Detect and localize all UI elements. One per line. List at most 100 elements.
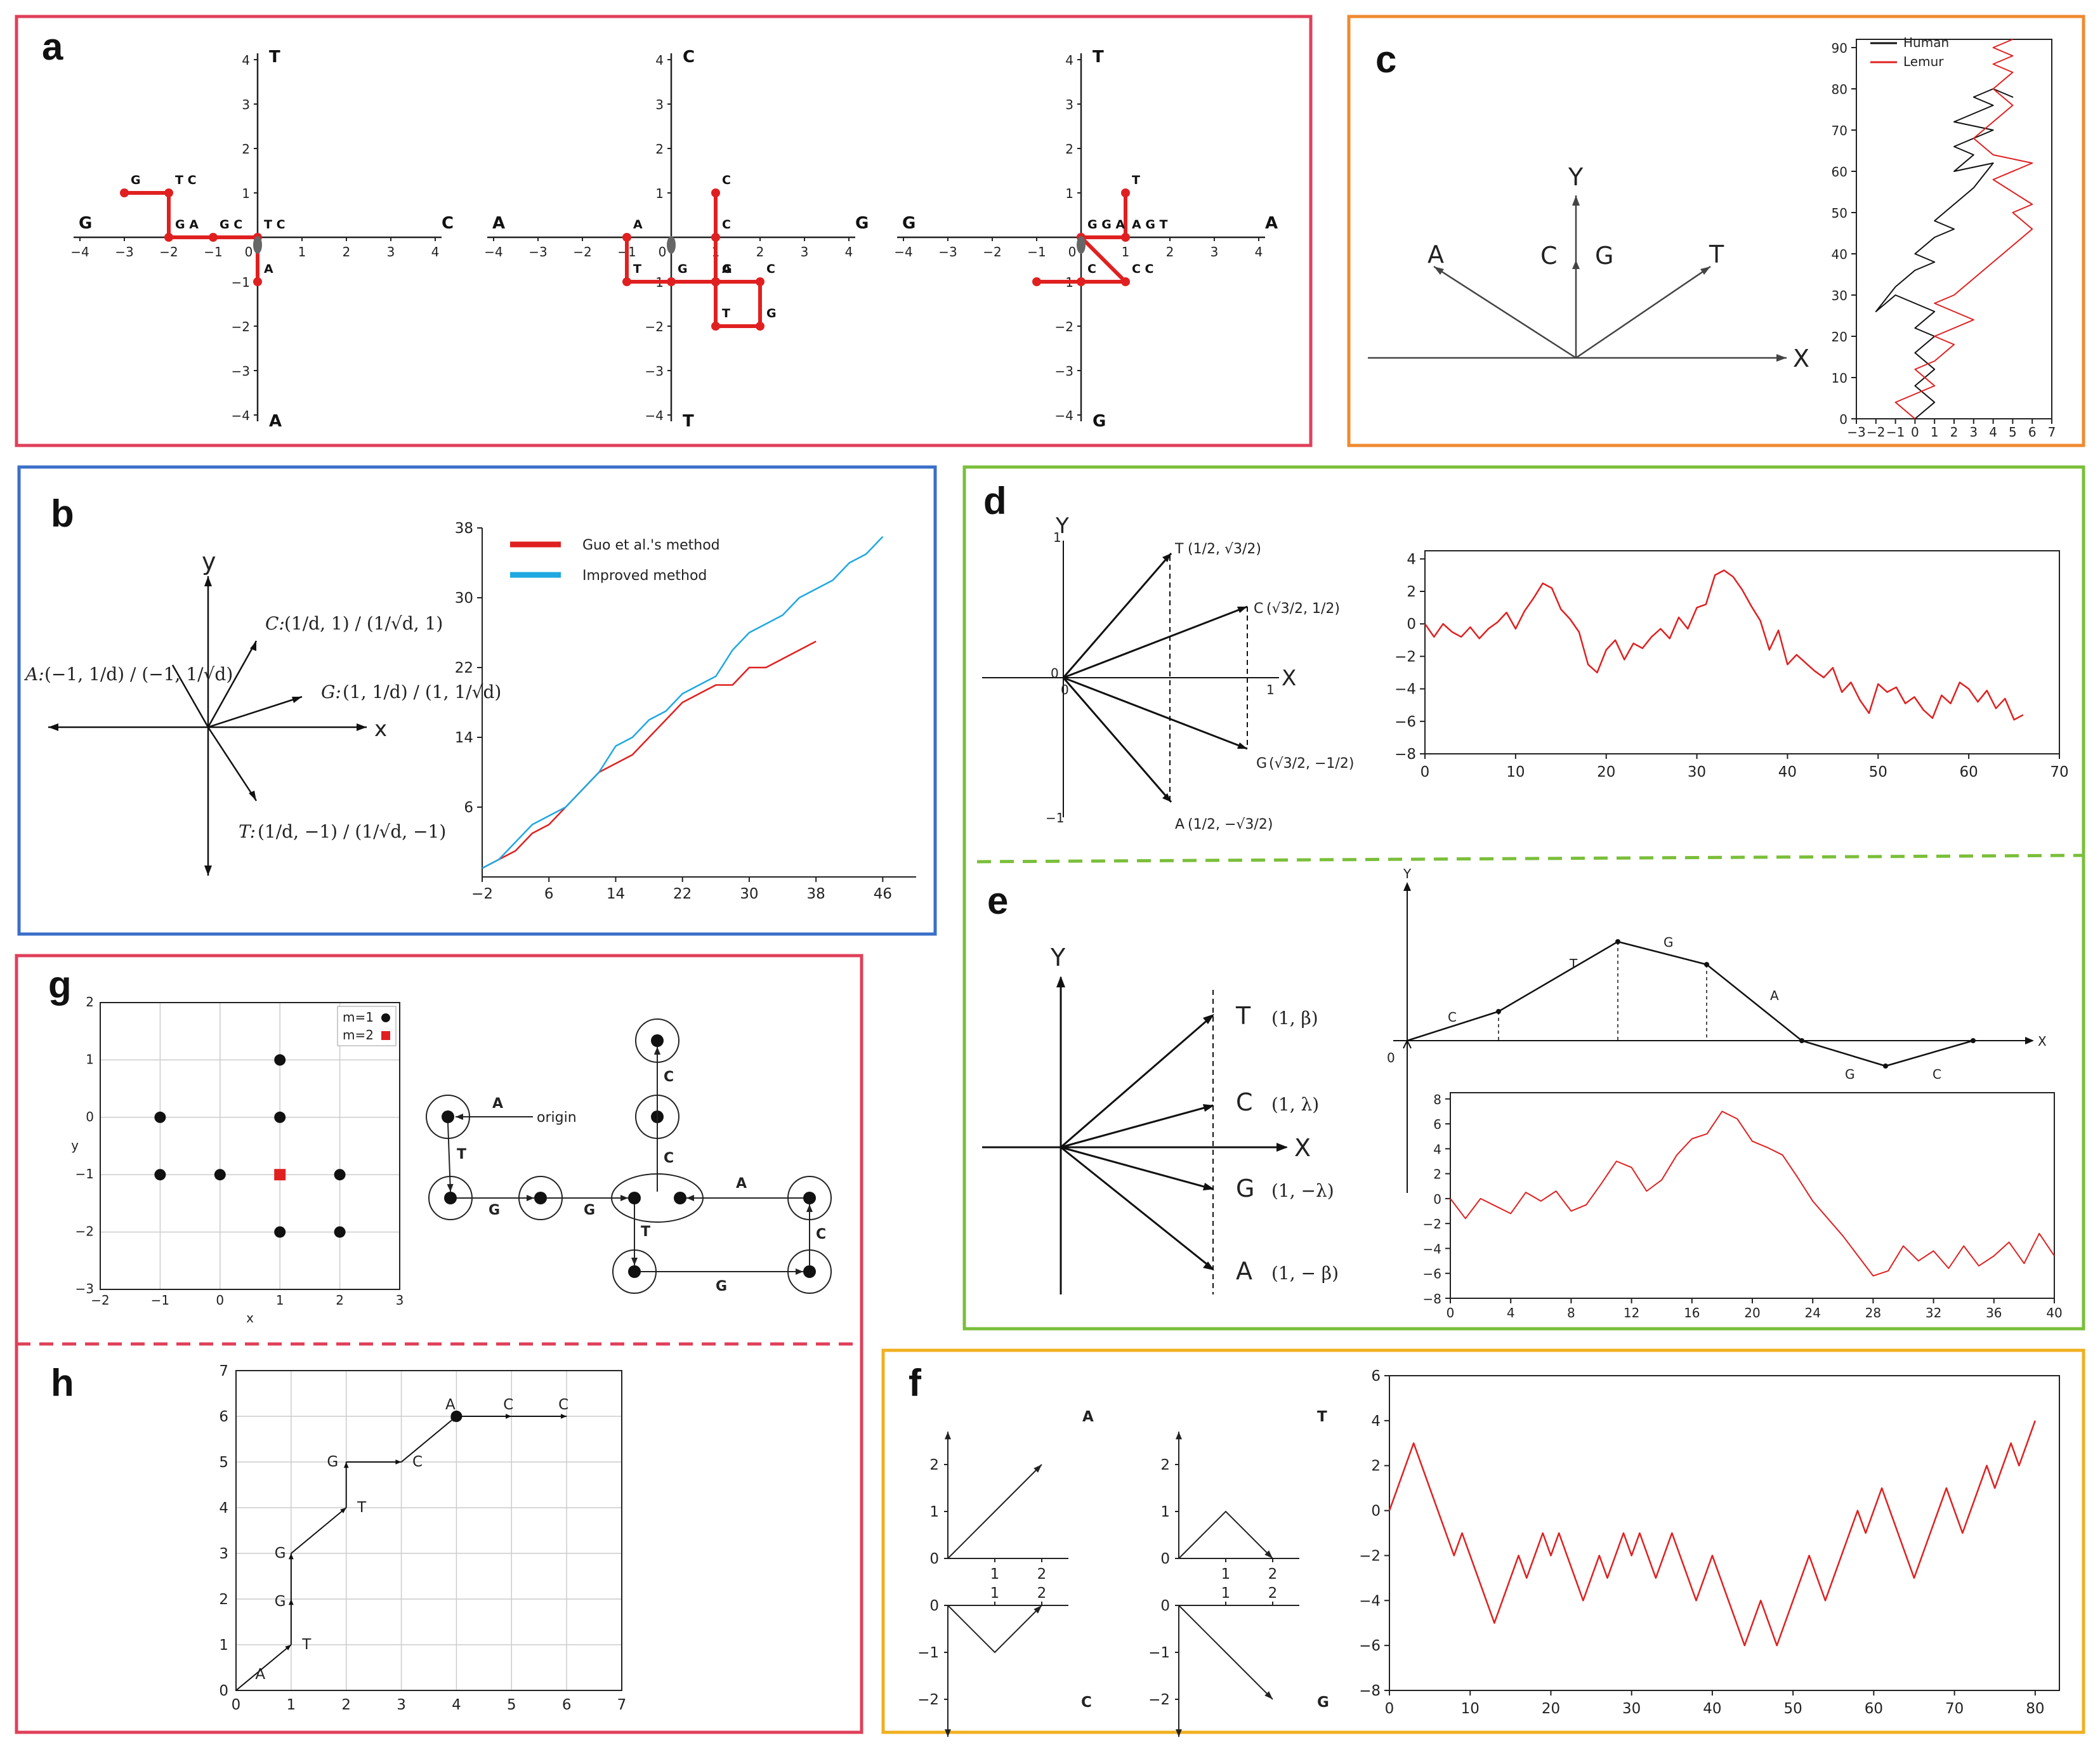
schematic-step <box>1617 940 1707 966</box>
panel-e-val-t: (1, β) <box>1271 1008 1318 1029</box>
panel-d-coord-g: (√3/2, −1/2) <box>1269 756 1354 772</box>
x-tick-label: −4 <box>894 244 912 260</box>
x-tick-label: 4 <box>1989 425 1997 440</box>
y-tick-label: 2 <box>86 994 94 1010</box>
x-tick-label: 7 <box>617 1697 627 1713</box>
y-tick-label: 38 <box>455 520 473 537</box>
panel-d-label-a: A <box>1175 817 1185 833</box>
panel-c-label-t: T <box>1709 240 1724 268</box>
y-tick-label: 6 <box>219 1409 228 1425</box>
legend-label-m1: m=1 <box>343 1010 374 1025</box>
point-label: C <box>722 173 731 187</box>
x-axis-arrow <box>2025 1037 2034 1044</box>
y-tick-label: 1 <box>1065 186 1073 201</box>
schematic-step-label: G <box>1845 1067 1855 1082</box>
y-tick-label: 2 <box>219 1591 228 1608</box>
panel-e-label-c: C <box>1236 1088 1253 1116</box>
panel-e-val-c: (1, λ) <box>1271 1094 1319 1115</box>
x-tick-label: 1 <box>990 1566 1000 1583</box>
site-dot <box>628 1192 641 1204</box>
y-tick-label: −3 <box>75 1281 94 1296</box>
svg-text:(1/d, −1) / (1/√d, −1): (1/d, −1) / (1/√d, −1) <box>258 821 446 842</box>
legend-label-human: Human <box>1903 35 1949 50</box>
x-tick-label: −1 <box>1027 244 1046 260</box>
panel-e-val-a: (1, − β) <box>1271 1263 1339 1284</box>
walk-path <box>1037 193 1131 284</box>
edge-label-c3: C <box>664 1069 674 1085</box>
y-tick-label: 0 <box>1160 1551 1170 1567</box>
y-tick-label: 2 <box>929 1457 939 1473</box>
site-dot <box>628 1265 641 1278</box>
point-label: T C <box>175 173 197 187</box>
panel-d-coord-c: (√3/2, 1/2) <box>1266 601 1340 617</box>
y-tick-label: 3 <box>1065 97 1073 112</box>
x-tick-label: 50 <box>1784 1701 1802 1717</box>
y-tick-label: −8 <box>1395 746 1416 763</box>
panel-d-coord-a: (1/2, −√3/2) <box>1188 817 1273 833</box>
chart-frame <box>1424 550 2060 754</box>
axis-label-bottom: G <box>1093 412 1106 431</box>
lattice-point-m1 <box>334 1226 346 1238</box>
y-tick-label: −2 <box>645 319 664 334</box>
y-tick-label: −4 <box>645 408 664 423</box>
x-tick-label: −2 <box>159 244 178 260</box>
x-tick-label: 0 <box>245 244 253 260</box>
legend-label-lemur: Lemur <box>1903 54 1944 69</box>
panel-b-chart: −2 6 14 22 30 38 46 6 14 22 30 38 Guo et al.'s metho… <box>455 520 916 902</box>
series-line-walk <box>1388 1420 2037 1647</box>
y-tick-label: −2 <box>917 1692 939 1708</box>
path-node <box>450 1411 463 1422</box>
y-tick-label: −8 <box>1359 1683 1381 1699</box>
edge-label-g2: G <box>584 1202 595 1218</box>
x-tick-label: 28 <box>1865 1305 1881 1320</box>
walk-arrow <box>1034 1605 1042 1614</box>
x-tick-label: 3 <box>387 244 395 260</box>
lattice-point-m1 <box>214 1169 226 1181</box>
x-tick-label: 1 <box>1221 1566 1231 1583</box>
x-tick-label: 2 <box>756 244 765 260</box>
lattice-point-m1 <box>154 1111 166 1123</box>
edge-label-a2: A <box>736 1176 747 1192</box>
panel-d-e-divider <box>976 853 2084 864</box>
site-dot <box>803 1192 816 1204</box>
path-label: G <box>275 1545 286 1562</box>
series-line-walk <box>1450 1110 2055 1277</box>
point-label: C <box>1087 262 1096 276</box>
x-tick-label: 2 <box>1037 1585 1047 1602</box>
y-tick-label: 6 <box>1433 1117 1441 1132</box>
schematic-step <box>1801 1039 1886 1067</box>
path-step <box>291 1507 347 1554</box>
path-arrow <box>343 1462 349 1468</box>
point-label: T <box>633 262 641 276</box>
x-tick-label: 0 <box>1385 1701 1395 1717</box>
x-tick-label: 1 <box>1931 425 1939 440</box>
y-axis-label: y <box>71 1138 79 1153</box>
walk-point <box>1121 233 1130 242</box>
svg-text:(−1, 1/d) / (−1, 1/√d): (−1, 1/d) / (−1, 1/√d) <box>44 664 233 685</box>
panel-b-schematic <box>48 576 367 876</box>
panel-c-label-c: C <box>1540 242 1558 270</box>
axis-label-right: A <box>1265 214 1278 233</box>
walk-arrow <box>1034 1465 1042 1473</box>
y-tick-label: 2 <box>1065 142 1073 157</box>
y-tick-label: 0 <box>1433 1192 1441 1207</box>
x-tick-label: 7 <box>2048 425 2056 440</box>
lattice-point-m2 <box>274 1169 286 1181</box>
point-label: T <box>1132 173 1140 187</box>
x-tick-label: 6 <box>562 1697 572 1713</box>
panel-b-label-a: A: (−1, 1/d) / (−1, 1/√d) <box>23 664 233 685</box>
x-tick-label: 60 <box>1960 764 1978 780</box>
site-dot <box>674 1192 686 1204</box>
site-dot <box>442 1110 454 1123</box>
x-tick-label: 2 <box>1268 1566 1278 1583</box>
grid-frame <box>100 1002 400 1290</box>
y-tick-label: 0 <box>929 1551 939 1567</box>
path-label: T <box>301 1636 312 1653</box>
y-tick-label: −4 <box>1395 682 1416 698</box>
point-label: G <box>678 262 688 276</box>
walk-point <box>1077 277 1086 286</box>
